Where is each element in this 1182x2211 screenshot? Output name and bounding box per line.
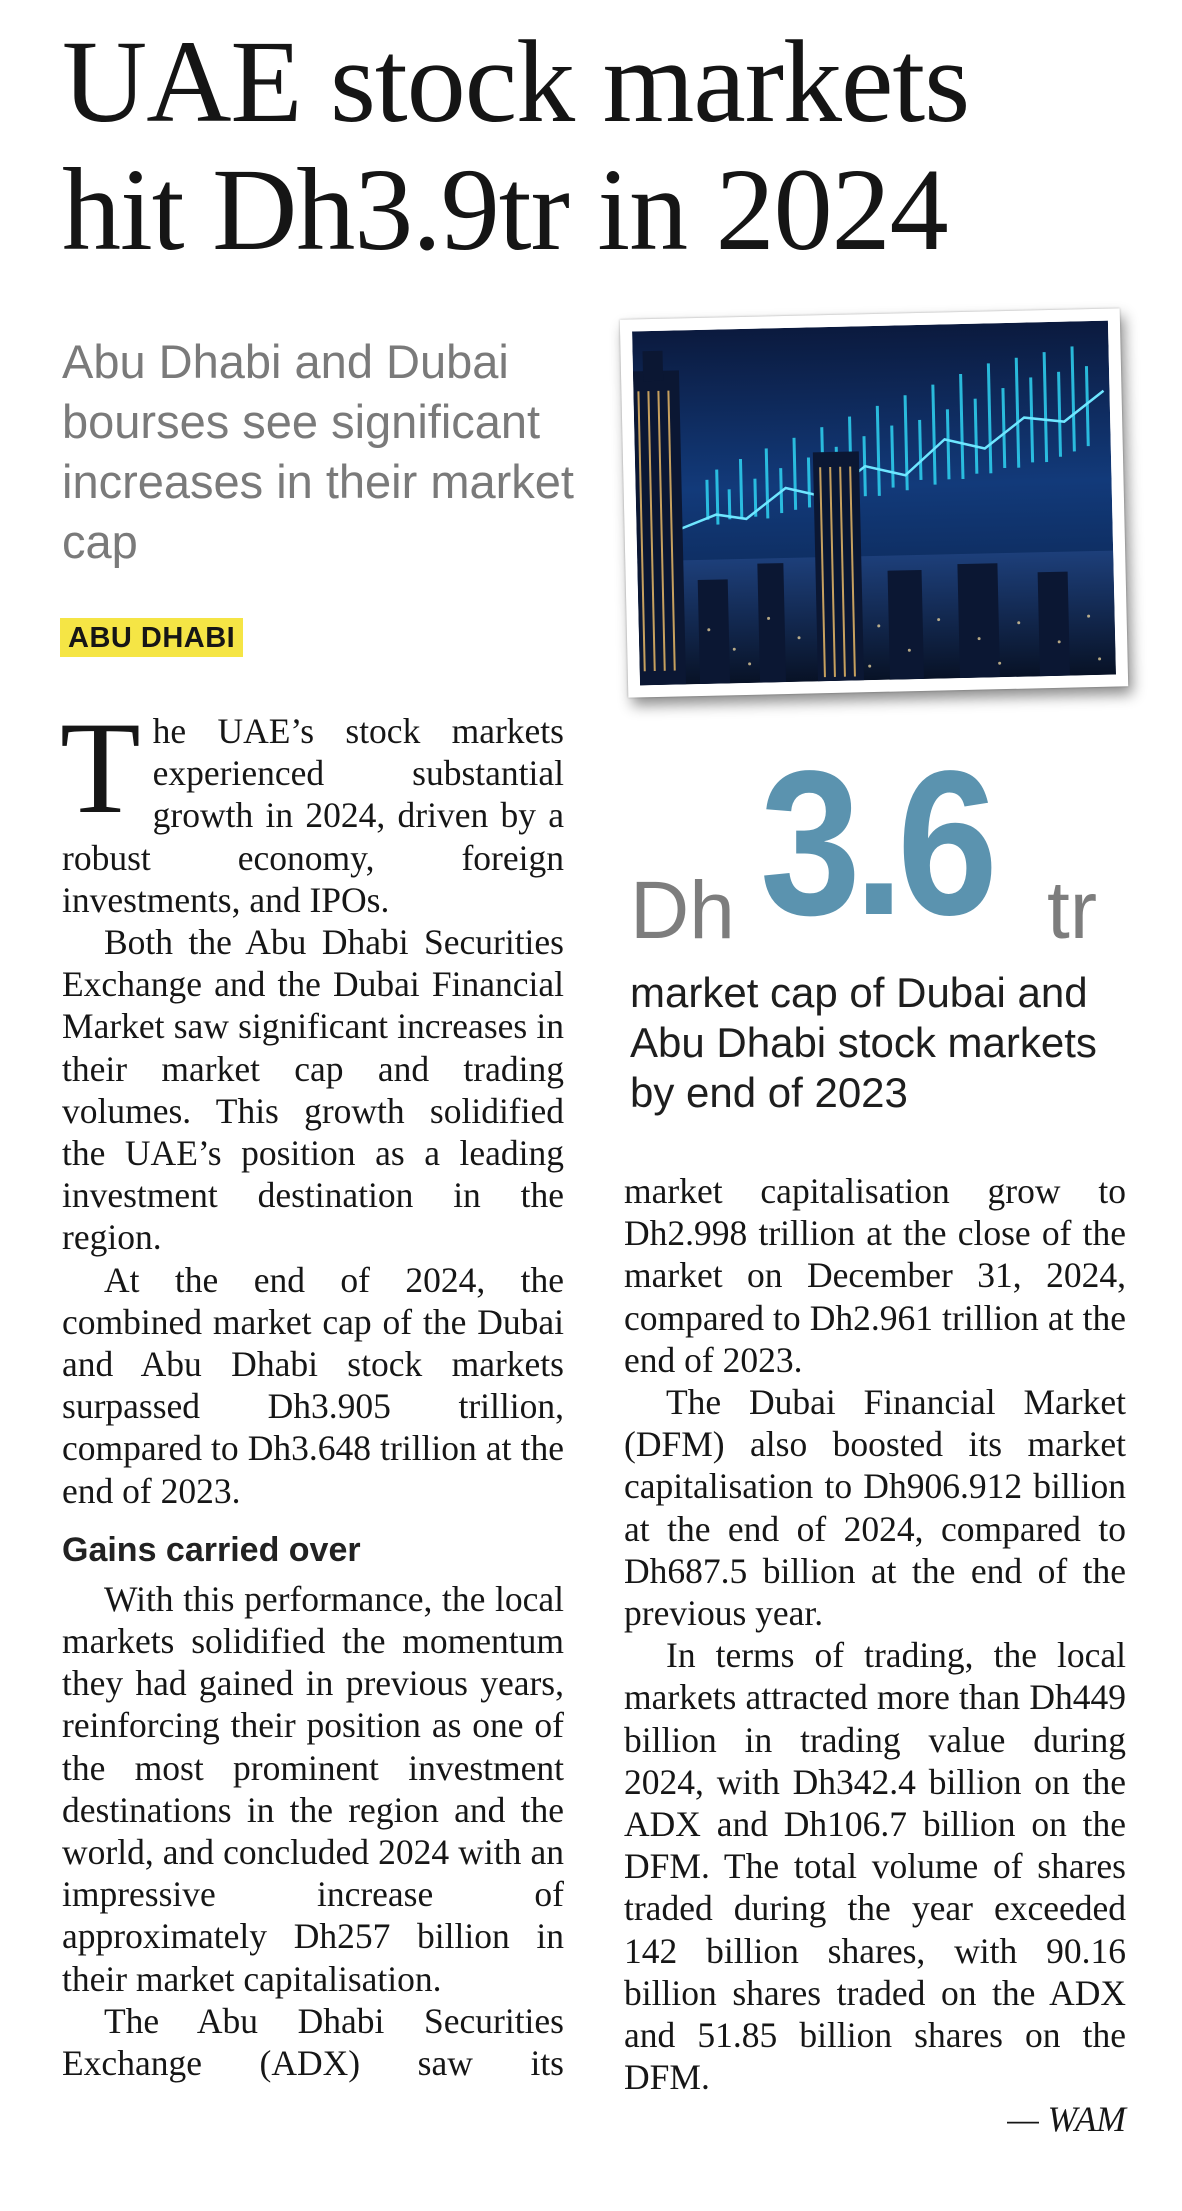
stat-callout: Dh 3.6 tr	[630, 740, 1150, 960]
stat-prefix: Dh	[630, 865, 735, 956]
paragraph-5: The Abu Dhabi Securities Exchange (ADX) …	[62, 2000, 564, 2084]
paragraph-6: The Dubai Financial Market (DFM) also bo…	[624, 1382, 1126, 1634]
deck-subtitle: Abu Dhabi and Dubai bourses see signific…	[62, 335, 574, 568]
headline-line-1: UAE stock markets	[62, 16, 970, 147]
paragraph-3: At the end of 2024, the combined market …	[62, 1259, 564, 1511]
paragraph-1-text: he UAE’s stock markets experienced subst…	[62, 711, 564, 920]
city-skyline-image	[632, 320, 1116, 686]
article-column-2: market capitalisation grow to Dh2.998 tr…	[624, 1170, 1126, 2141]
stat-number: 3.6	[760, 728, 998, 958]
city-stock-chart-photo	[619, 308, 1129, 698]
paragraph-7: In terms of trading, the local markets a…	[624, 1635, 1126, 2098]
credit: — WAM	[1007, 2099, 1126, 2140]
headline: UAE stock markets hit Dh3.9tr in 2024	[62, 18, 1142, 274]
stat-suffix: tr	[1047, 865, 1098, 956]
headline-line-2: hit Dh3.9tr in 2024	[62, 144, 949, 275]
subhead: Gains carried over	[62, 1530, 361, 1569]
stat-caption: market cap of Dubai and Abu Dhabi stock …	[630, 969, 1097, 1116]
paragraph-2: Both the Abu Dhabi Securities Exchange a…	[62, 922, 564, 1258]
paragraph-4: With this performance, the local markets…	[62, 1578, 564, 1999]
dateline-badge: ABU DHABI	[60, 618, 244, 657]
drop-cap: T	[60, 694, 141, 841]
paragraph-5-continued: market capitalisation grow to Dh2.998 tr…	[624, 1171, 1126, 1380]
